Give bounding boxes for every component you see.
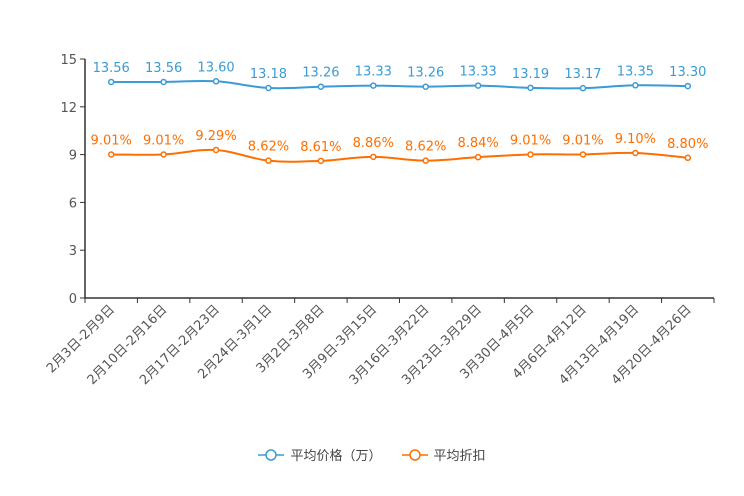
- data-point: [370, 82, 377, 89]
- data-point: [684, 82, 692, 90]
- legend-item-avg-discount[interactable]: 平均折扣: [401, 445, 486, 464]
- data-point: [527, 151, 534, 158]
- data-label: 13.33: [355, 65, 392, 80]
- legend-label: 平均价格（万）: [290, 449, 382, 464]
- data-point: [422, 157, 429, 164]
- data-point: [317, 83, 325, 90]
- data-label: 13.17: [564, 67, 601, 82]
- data-point: [212, 146, 220, 154]
- data-label: 13.33: [460, 65, 497, 80]
- data-label: 9.29%: [195, 129, 236, 144]
- y-tick-label: 0: [69, 292, 77, 307]
- data-label: 8.62%: [248, 140, 289, 155]
- data-point: [474, 82, 482, 89]
- data-label: 13.60: [197, 60, 234, 75]
- data-point: [632, 82, 639, 89]
- data-point: [474, 153, 482, 161]
- series-line-1: [111, 148, 688, 163]
- data-point: [160, 78, 167, 86]
- data-label: 13.56: [93, 61, 130, 76]
- legend-label: 平均折扣: [433, 449, 486, 464]
- legend-marker-icon: [401, 448, 428, 461]
- data-label: 13.26: [407, 66, 444, 81]
- data-label: 8.80%: [667, 137, 708, 152]
- data-point: [684, 154, 692, 162]
- data-point: [370, 153, 377, 161]
- data-point: [265, 157, 272, 164]
- data-point: [107, 151, 115, 158]
- data-label: 13.56: [145, 61, 182, 76]
- legend: 平均价格（万） 平均折扣: [0, 445, 744, 464]
- data-label: 8.86%: [353, 136, 394, 151]
- y-tick-label: 15: [60, 53, 77, 68]
- y-tick-label: 3: [69, 244, 77, 259]
- data-label: 8.61%: [300, 140, 341, 155]
- legend-marker-icon: [258, 448, 285, 461]
- data-point: [317, 157, 325, 165]
- data-label: 9.01%: [510, 133, 551, 148]
- data-point: [107, 78, 115, 86]
- data-label: 9.01%: [143, 133, 184, 148]
- data-label: 13.26: [302, 66, 339, 81]
- data-label: 9.01%: [562, 133, 603, 148]
- data-point: [422, 83, 429, 90]
- y-tick-label: 12: [60, 101, 77, 116]
- data-label: 8.62%: [405, 140, 446, 155]
- data-label: 9.01%: [91, 133, 132, 148]
- data-point: [160, 151, 167, 158]
- legend-item-avg-price[interactable]: 平均价格（万）: [258, 445, 382, 464]
- data-point: [579, 84, 587, 92]
- data-point: [265, 84, 272, 92]
- data-label: 13.35: [617, 64, 654, 79]
- data-point: [632, 149, 639, 157]
- data-label: 13.30: [669, 65, 706, 80]
- data-label: 13.18: [250, 67, 287, 82]
- data-label: 8.84%: [457, 136, 498, 151]
- data-point: [527, 84, 534, 92]
- data-label: 9.10%: [615, 132, 656, 147]
- data-point: [579, 151, 587, 158]
- y-tick-label: 6: [69, 196, 77, 211]
- y-tick-label: 9: [69, 149, 77, 164]
- series-line-0: [111, 79, 688, 90]
- data-label: 13.19: [512, 67, 549, 82]
- data-point: [212, 78, 220, 85]
